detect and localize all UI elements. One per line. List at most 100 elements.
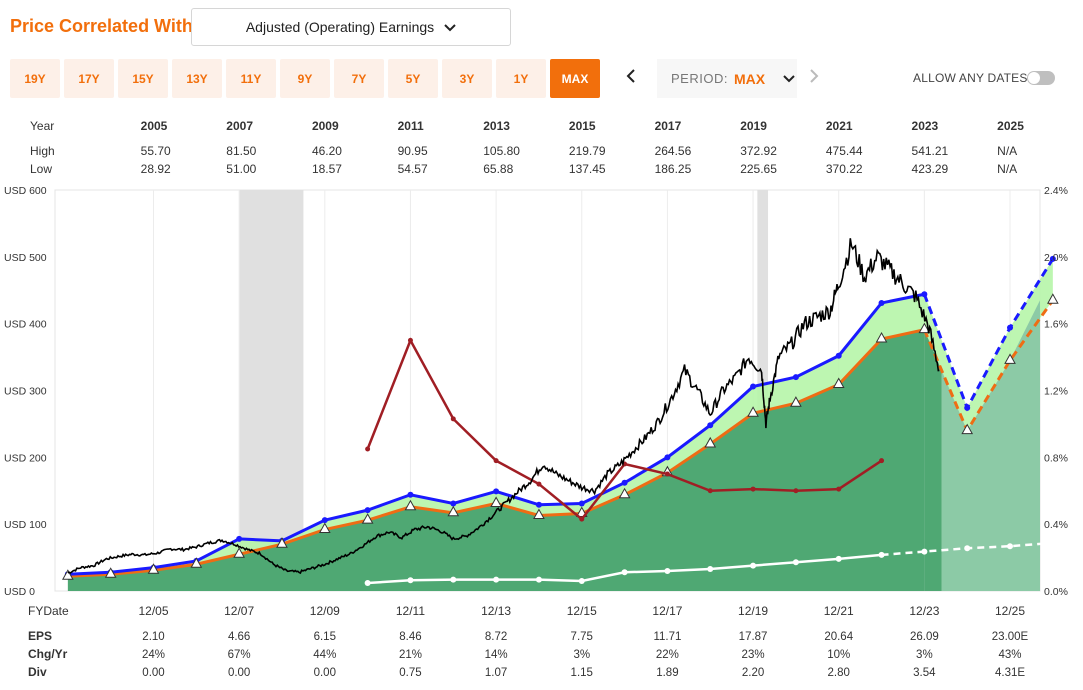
- fy-tick: 12/13: [481, 604, 512, 618]
- fy-tick: 12/23: [909, 604, 940, 618]
- metric-dropdown[interactable]: Adjusted (Operating) Earnings: [191, 8, 511, 46]
- eps-cell: 4.66: [227, 631, 251, 643]
- range-button-11y[interactable]: 11Y: [226, 59, 276, 98]
- div-cell: 1.89: [656, 667, 679, 679]
- chg-cell: 14%: [484, 649, 508, 661]
- normal-pe-point: [707, 422, 714, 429]
- eps-cell: 2.10: [142, 631, 165, 643]
- dividend-yield-point: [707, 488, 713, 494]
- normal-pe-point: [792, 374, 799, 381]
- eps-cell: 26.09: [909, 631, 939, 643]
- normal-pe-point: [364, 507, 371, 514]
- toggle-knob: [1028, 72, 1040, 84]
- chevron-left-icon[interactable]: [626, 68, 636, 89]
- normal-pe-point: [878, 299, 885, 306]
- earnings-area: [67, 329, 925, 591]
- high-row-label: High: [30, 144, 55, 158]
- y-axis-right-label: 2.0%: [1044, 252, 1068, 264]
- normal-pe-point: [664, 454, 671, 461]
- range-button-3y[interactable]: 3Y: [442, 59, 492, 98]
- high-cell: 219.79: [568, 144, 606, 158]
- fy-tick: 12/17: [652, 604, 683, 618]
- dividend-point: [878, 551, 885, 558]
- earnings-area-tail: [924, 329, 942, 591]
- year-row-label: Year: [30, 119, 55, 133]
- year-cell: 2013: [483, 119, 510, 133]
- earnings-marker: [918, 322, 931, 334]
- earnings-marker: [318, 522, 331, 534]
- normal-pe-point: [321, 517, 328, 524]
- earnings-marker: [618, 487, 631, 499]
- low-cell: 137.45: [568, 162, 606, 176]
- normal-pe-point: [621, 479, 628, 486]
- chevron-down-icon: [783, 71, 795, 86]
- recession-band: [239, 190, 304, 591]
- div-cell: 1.07: [484, 667, 508, 679]
- range-button-9y[interactable]: 9Y: [280, 59, 330, 98]
- earnings-marker: [276, 537, 288, 548]
- allow-any-dates-toggle[interactable]: [1027, 71, 1055, 85]
- div-cell: 1.15: [570, 667, 593, 679]
- earnings-forecast-marker: [961, 423, 974, 435]
- high-cell: 105.80: [483, 144, 520, 158]
- eps-cell: 17.87: [738, 631, 768, 643]
- range-button-max[interactable]: MAX: [550, 59, 600, 98]
- period-dropdown[interactable]: PERIOD: MAX: [657, 59, 797, 98]
- low-cell: 186.25: [654, 162, 692, 176]
- earnings-marker: [832, 377, 845, 388]
- range-button-19y[interactable]: 19Y: [10, 59, 60, 98]
- dividend-point: [792, 559, 799, 566]
- range-button-7y[interactable]: 7Y: [334, 59, 384, 98]
- high-cell: 46.20: [311, 144, 342, 158]
- eps-cell: 7.75: [570, 631, 593, 643]
- eps-cell: 20.64: [824, 631, 854, 643]
- range-button-13y[interactable]: 13Y: [172, 59, 222, 98]
- dividend-point: [407, 577, 414, 584]
- normal-pe-forecast-point: [1007, 324, 1014, 331]
- earnings-marker: [747, 406, 759, 417]
- earnings-marker: [875, 332, 888, 343]
- y-axis-left-label: USD 300: [4, 386, 47, 398]
- price-chart: USD 0 USD 100 USD 200 USD 300 USD 400 USD 500…: [4, 185, 1068, 598]
- earnings-marker: [233, 547, 246, 558]
- high-cell: 475.44: [825, 144, 863, 158]
- fy-tick: 12/25: [995, 604, 1026, 618]
- chevron-right-icon[interactable]: [809, 68, 819, 89]
- low-row-label: Low: [30, 162, 53, 176]
- high-cell: 372.92: [740, 144, 777, 158]
- y-axis-left-label: USD 500: [4, 252, 47, 264]
- earnings-marker: [447, 505, 460, 517]
- low-cell: 28.92: [140, 162, 171, 176]
- fy-tick: 12/15: [566, 604, 597, 618]
- range-button-15y[interactable]: 15Y: [118, 59, 168, 98]
- chg-cell: 24%: [141, 649, 166, 661]
- y-axis-right-label: 2.4%: [1044, 185, 1068, 197]
- year-cell: 2019: [740, 119, 767, 133]
- range-button-5y[interactable]: 5Y: [388, 59, 438, 98]
- dividend-yield-point: [793, 488, 799, 494]
- high-cell: 541.21: [911, 144, 949, 158]
- fy-tick: 12/21: [823, 604, 854, 618]
- div-cell: 0.00: [227, 667, 251, 679]
- chg-cell: 43%: [998, 649, 1022, 661]
- eps-cell: 8.46: [399, 631, 422, 643]
- chg-cell: 21%: [398, 649, 422, 661]
- range-button-1y[interactable]: 1Y: [496, 59, 546, 98]
- page-title: Price Correlated With: [10, 16, 193, 36]
- dividend-yield-point: [750, 486, 756, 492]
- fy-tick: 12/07: [224, 604, 255, 618]
- dividend-point: [578, 577, 585, 584]
- range-button-17y[interactable]: 17Y: [64, 59, 114, 98]
- chg-cell: 22%: [655, 649, 679, 661]
- earnings-marker: [404, 499, 417, 511]
- eps-cell: 8.72: [484, 631, 508, 643]
- dividend-yield-point: [536, 481, 542, 487]
- fy-tick: 12/09: [309, 604, 340, 618]
- y-axis-left-label: USD 200: [4, 452, 47, 464]
- y-axis-right-label: 1.2%: [1044, 386, 1068, 398]
- earnings-marker: [790, 396, 802, 407]
- dividend-forecast-point: [1049, 539, 1056, 546]
- dividend-forecast-point: [1007, 543, 1014, 550]
- chevron-down-icon: [444, 20, 456, 35]
- earnings-forecast-marker: [1004, 353, 1016, 364]
